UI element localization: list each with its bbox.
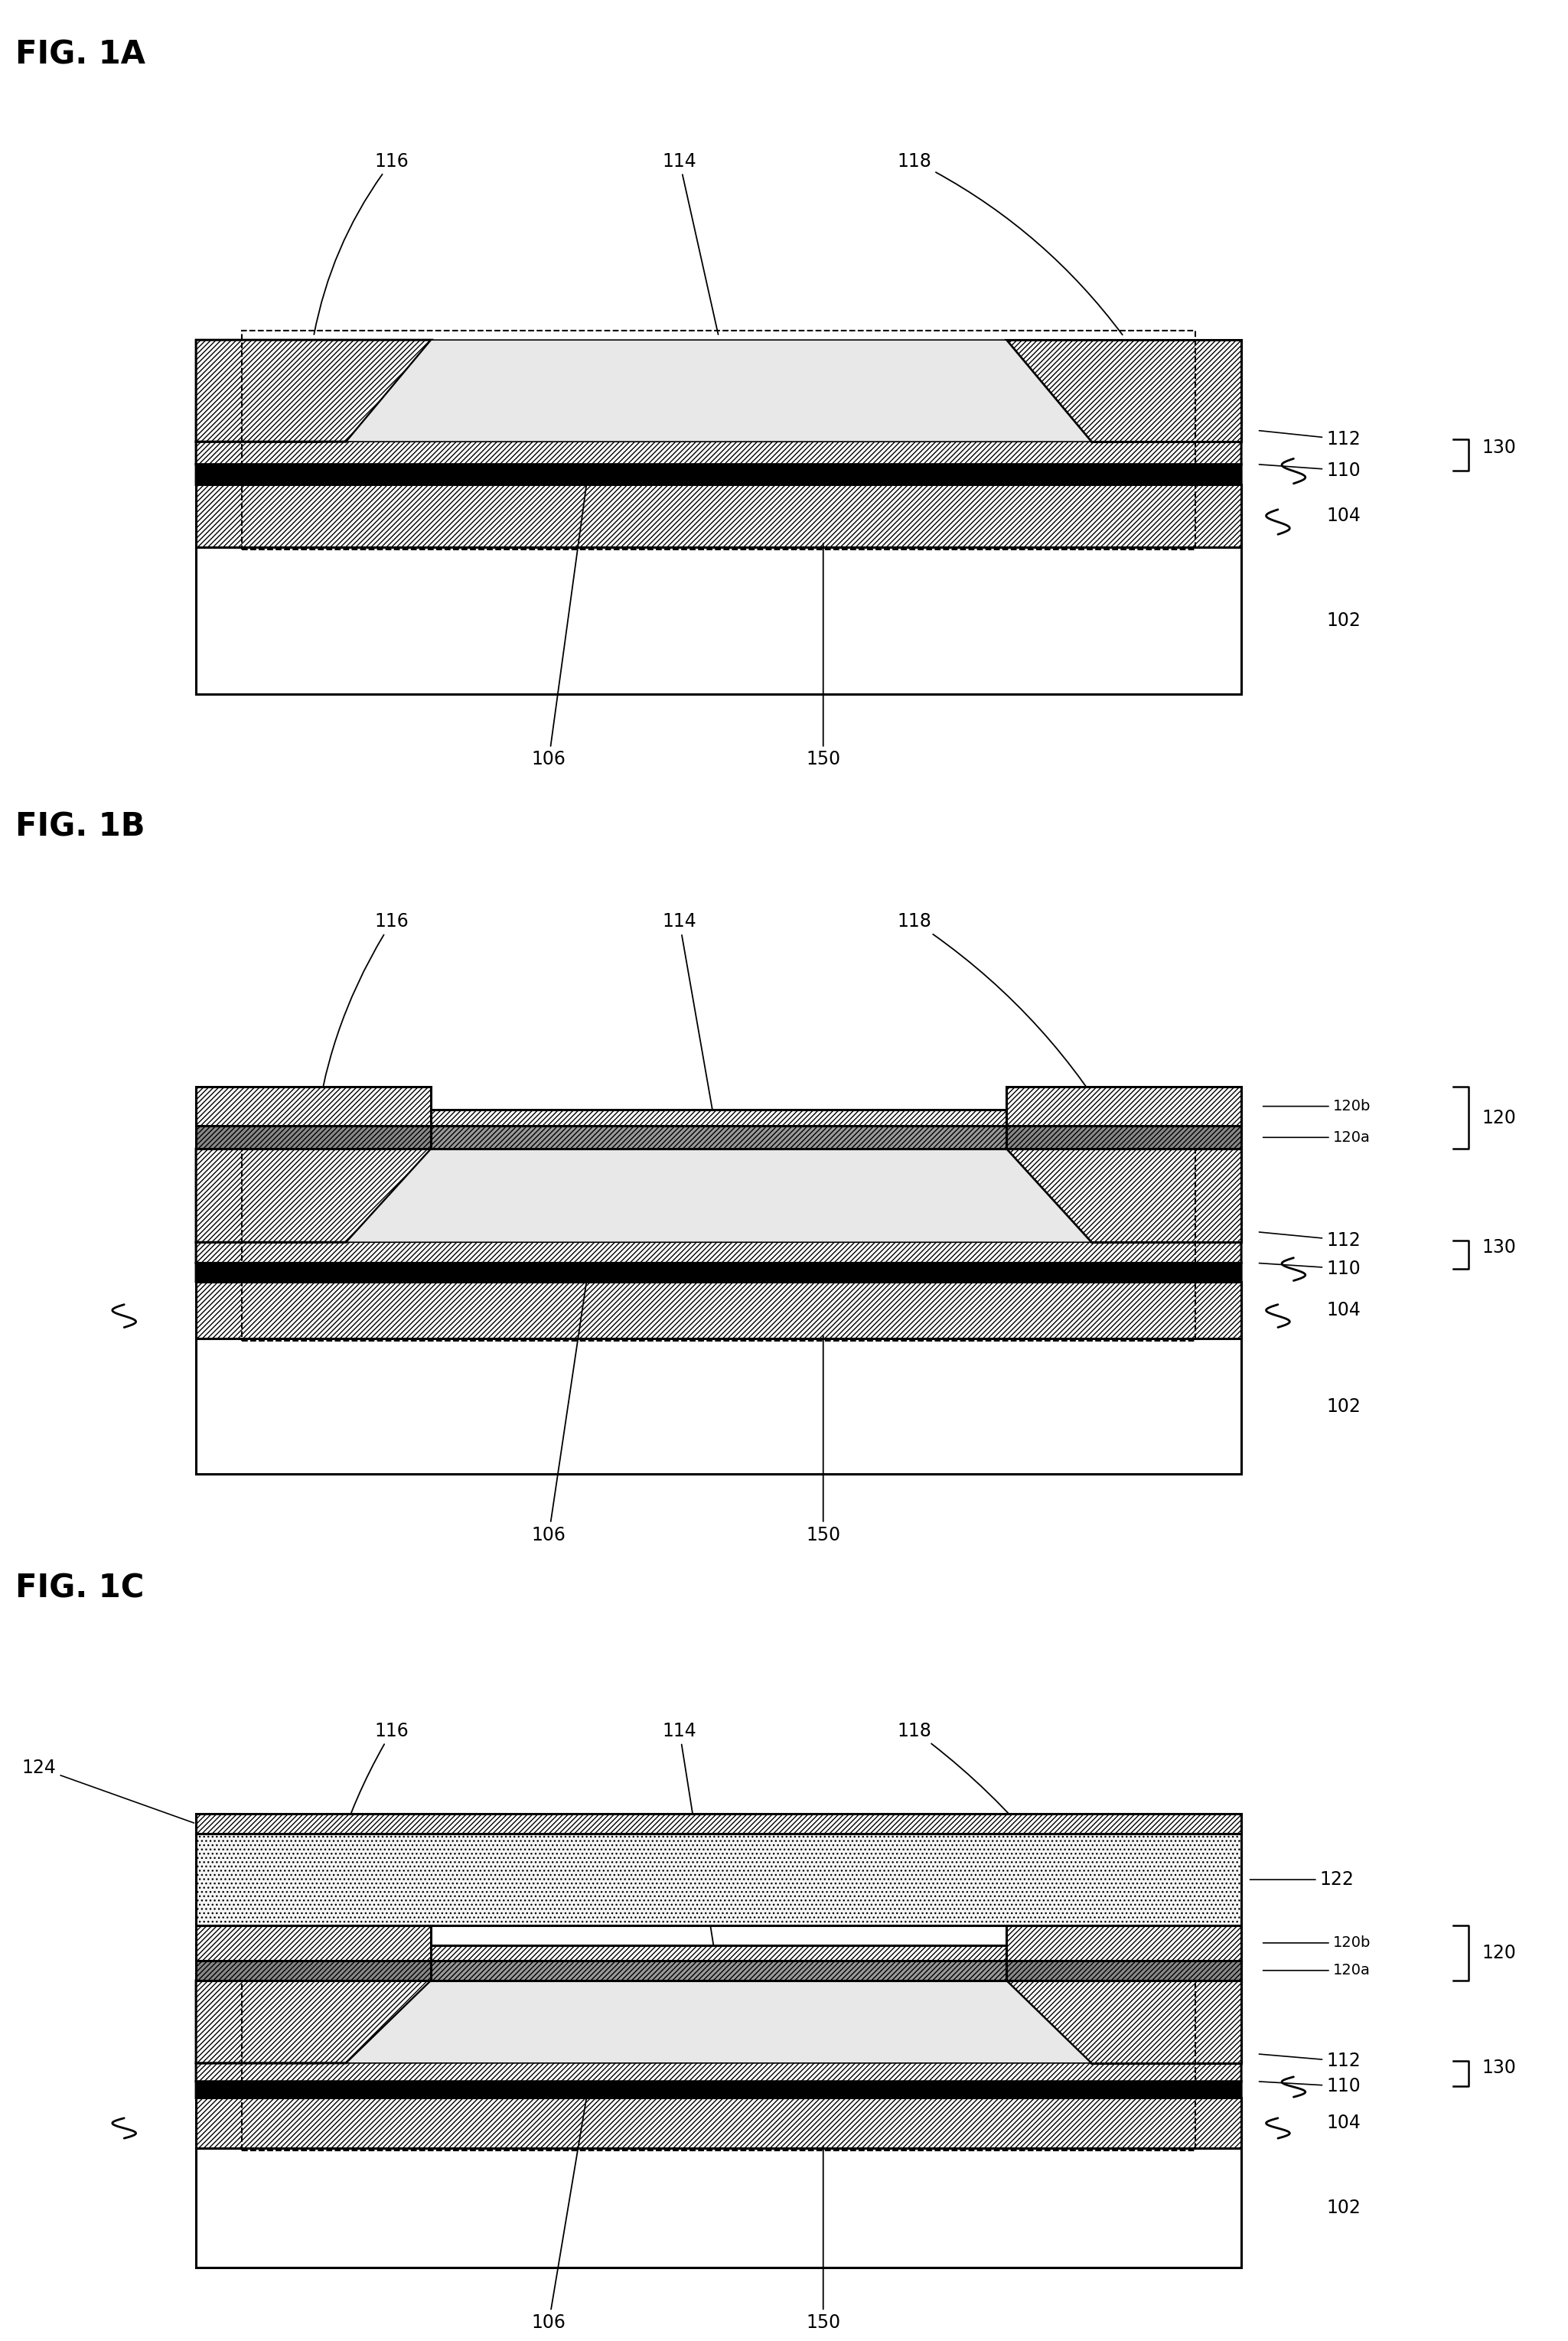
- Text: 112: 112: [1259, 1231, 1361, 1250]
- Text: 120a: 120a: [1264, 1964, 1370, 1978]
- Text: 106: 106: [532, 475, 588, 768]
- Polygon shape: [347, 339, 1091, 442]
- Polygon shape: [431, 1110, 1007, 1126]
- Polygon shape: [347, 1149, 1091, 1243]
- Text: 118: 118: [897, 913, 1123, 1145]
- Polygon shape: [431, 1959, 1007, 1980]
- Polygon shape: [1007, 1086, 1242, 1126]
- Text: 120b: 120b: [1264, 1098, 1370, 1114]
- Polygon shape: [196, 1927, 431, 1959]
- Polygon shape: [431, 1945, 1007, 1959]
- Text: 122: 122: [1250, 1870, 1355, 1889]
- Bar: [196, 2149, 1242, 2268]
- Polygon shape: [196, 1175, 1242, 1264]
- Polygon shape: [196, 1959, 431, 1980]
- Polygon shape: [196, 2004, 1242, 2081]
- Text: 130: 130: [1482, 2058, 1516, 2076]
- Text: 112: 112: [1259, 431, 1361, 449]
- Text: 120a: 120a: [1264, 1131, 1370, 1145]
- Text: 114: 114: [662, 1723, 718, 1976]
- Polygon shape: [431, 1126, 1007, 1149]
- Polygon shape: [301, 1215, 1137, 1283]
- Text: FIG. 1A: FIG. 1A: [16, 40, 146, 70]
- Text: 150: 150: [806, 1337, 840, 1545]
- Polygon shape: [1007, 339, 1242, 442]
- Bar: [196, 1339, 1242, 1475]
- Text: 102: 102: [1327, 2198, 1361, 2217]
- Bar: [241, 330, 1196, 550]
- Text: 102: 102: [1327, 611, 1361, 630]
- Polygon shape: [196, 1149, 431, 1243]
- Bar: [196, 485, 1242, 548]
- Text: 130: 130: [1482, 1238, 1516, 1257]
- Text: 110: 110: [1259, 461, 1361, 480]
- Polygon shape: [347, 1980, 1091, 2062]
- Text: 118: 118: [897, 1723, 1123, 1976]
- Text: 116: 116: [314, 1723, 409, 1976]
- Text: 116: 116: [314, 152, 409, 335]
- Text: 102: 102: [1327, 1398, 1361, 1416]
- Text: 150: 150: [806, 543, 840, 768]
- Text: 110: 110: [1259, 2076, 1361, 2095]
- Text: 104: 104: [1327, 506, 1361, 524]
- Bar: [241, 1140, 1196, 1341]
- Polygon shape: [196, 1086, 431, 1126]
- Polygon shape: [301, 2039, 1137, 2098]
- Text: 104: 104: [1327, 1302, 1361, 1320]
- Text: 118: 118: [897, 152, 1123, 335]
- Polygon shape: [1007, 1927, 1242, 1959]
- Polygon shape: [1007, 1149, 1242, 1243]
- Polygon shape: [1007, 1980, 1242, 2062]
- Text: 120: 120: [1482, 1943, 1516, 1962]
- Text: 120: 120: [1482, 1110, 1516, 1126]
- Polygon shape: [1007, 1126, 1242, 1149]
- Bar: [196, 1814, 1242, 1833]
- Bar: [196, 548, 1242, 693]
- Text: 104: 104: [1327, 2114, 1361, 2133]
- Text: 124: 124: [22, 1758, 194, 1824]
- Bar: [196, 1833, 1242, 1927]
- Polygon shape: [1007, 1959, 1242, 1980]
- Text: FIG. 1B: FIG. 1B: [16, 810, 146, 843]
- Bar: [196, 1283, 1242, 1339]
- Text: 106: 106: [532, 2091, 588, 2332]
- Bar: [196, 2098, 1242, 2149]
- Text: 110: 110: [1259, 1259, 1361, 1278]
- Polygon shape: [196, 368, 1242, 464]
- Polygon shape: [196, 2023, 1242, 2098]
- Polygon shape: [301, 412, 1137, 485]
- Text: 120b: 120b: [1264, 1936, 1370, 1950]
- Text: 130: 130: [1482, 438, 1516, 456]
- Polygon shape: [196, 1126, 431, 1149]
- Polygon shape: [196, 391, 1242, 485]
- Polygon shape: [196, 339, 431, 442]
- Text: 106: 106: [532, 1274, 588, 1545]
- Text: 114: 114: [662, 152, 718, 335]
- Polygon shape: [196, 1980, 431, 2062]
- Polygon shape: [196, 1196, 1242, 1283]
- Bar: [241, 1973, 1196, 2151]
- Text: FIG. 1C: FIG. 1C: [16, 1573, 144, 1604]
- Text: 116: 116: [314, 913, 409, 1145]
- Text: 150: 150: [806, 2147, 840, 2332]
- Text: 114: 114: [662, 913, 718, 1145]
- Text: 112: 112: [1259, 2053, 1361, 2069]
